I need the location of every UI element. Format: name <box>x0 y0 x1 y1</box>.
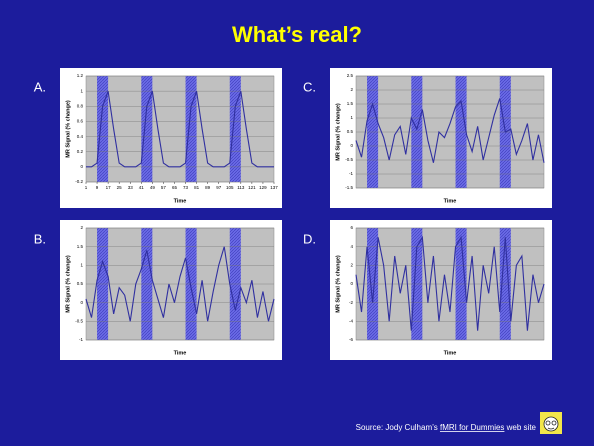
y-tick-label: -0.5 <box>75 319 83 324</box>
x-tick-label: 97 <box>216 185 222 190</box>
y-axis-label: MR Signal (% change) <box>65 100 71 158</box>
stimulus-block <box>97 76 108 182</box>
y-axis-label: MR Signal (% change) <box>335 103 341 161</box>
slide-title: What’s real? <box>232 22 362 47</box>
y-tick-label: -6 <box>349 337 353 342</box>
y-tick-label: 0.4 <box>77 134 84 139</box>
slide: What’s real? Source: Jody Culham’s fMRI … <box>0 0 594 446</box>
x-tick-label: 105 <box>226 185 234 190</box>
x-tick-label: 41 <box>139 185 145 190</box>
y-tick-label: -2 <box>349 300 353 305</box>
y-tick-label: 0.5 <box>347 129 354 134</box>
y-tick-label: 0.8 <box>77 103 84 108</box>
panel-label: A. <box>34 79 46 94</box>
stimulus-block <box>141 76 152 182</box>
y-tick-label: -1 <box>79 337 83 342</box>
slide-canvas: What’s real? Source: Jody Culham’s fMRI … <box>0 0 594 446</box>
x-tick-label: 73 <box>183 185 189 190</box>
y-tick-label: 0.2 <box>77 149 84 154</box>
dummies-icon <box>540 412 562 434</box>
y-tick-label: -1 <box>349 171 353 176</box>
x-tick-label: 137 <box>270 185 278 190</box>
x-tick-label: 49 <box>150 185 156 190</box>
x-tick-label: 89 <box>205 185 211 190</box>
panel-label: D. <box>303 231 316 246</box>
panel-label: C. <box>303 79 316 94</box>
y-axis-label: MR Signal (% change) <box>65 255 71 313</box>
y-tick-label: 1.5 <box>77 244 84 249</box>
stimulus-block <box>230 76 241 182</box>
y-tick-label: -1.5 <box>345 185 353 190</box>
y-tick-label: 0.6 <box>77 119 84 124</box>
x-tick-label: 17 <box>106 185 112 190</box>
x-axis-label: Time <box>174 350 187 356</box>
x-tick-label: 65 <box>172 185 178 190</box>
x-tick-label: 81 <box>194 185 200 190</box>
x-axis-label: Time <box>444 198 457 204</box>
y-tick-label: -0.2 <box>75 179 83 184</box>
y-axis-label: MR Signal (% change) <box>335 255 341 313</box>
source-text: Source: Jody Culham’s <box>356 423 440 432</box>
y-tick-label: -4 <box>349 319 353 324</box>
source-text: web site <box>504 423 536 432</box>
x-tick-label: 57 <box>161 185 167 190</box>
panel-label: B. <box>34 231 46 246</box>
y-tick-label: 0.5 <box>77 281 84 286</box>
source-link[interactable]: fMRI for Dummies <box>440 423 504 432</box>
stimulus-block <box>186 76 197 182</box>
x-axis-label: Time <box>444 350 457 356</box>
y-tick-label: -0.5 <box>345 157 353 162</box>
x-axis-label: Time <box>174 198 187 204</box>
x-tick-label: 25 <box>117 185 123 190</box>
y-tick-label: 1.2 <box>77 73 84 78</box>
x-tick-label: 129 <box>259 185 267 190</box>
y-tick-label: 2.5 <box>347 73 354 78</box>
x-tick-label: 121 <box>248 185 256 190</box>
source: Source: Jody Culham’s fMRI for Dummies w… <box>356 423 537 432</box>
x-tick-label: 113 <box>237 185 245 190</box>
x-tick-label: 33 <box>128 185 134 190</box>
y-tick-label: 1.5 <box>347 101 354 106</box>
